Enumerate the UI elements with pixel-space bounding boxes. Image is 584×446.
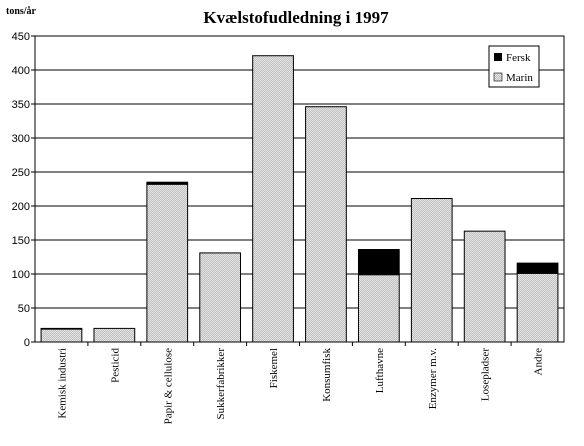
x-category-label: Andre	[533, 348, 545, 376]
x-category-label: Fiskemel	[268, 348, 280, 388]
gridlines	[35, 69, 564, 309]
bar-marin	[516, 272, 559, 343]
y-tick-label: 450	[12, 31, 30, 43]
x-category-label: Lufthavne	[374, 348, 386, 393]
x-category-label: Papir & cellulose	[162, 348, 174, 424]
bar-marin	[463, 230, 506, 343]
legend-swatch-fersk	[494, 53, 502, 61]
legend-label-marin: Marin	[506, 72, 533, 84]
y-tick-label: 350	[12, 99, 30, 111]
chart-title: Kvælstofudledning i 1997	[203, 8, 389, 27]
y-tick-label: 50	[18, 303, 30, 315]
bar-fersk	[516, 262, 559, 274]
y-axis-unit: tons/år	[6, 6, 37, 17]
bar-fersk	[146, 181, 189, 185]
bar-marin	[357, 274, 400, 343]
y-axis-ticks: 0 50 100 150 200 250 300 350 400 450	[12, 31, 35, 349]
bars	[40, 55, 559, 343]
y-tick-label: 0	[24, 337, 30, 349]
legend-label-fersk: Fersk	[506, 52, 531, 64]
y-tick-label: 150	[12, 235, 30, 247]
x-category-label: Kemisk industri	[56, 348, 68, 419]
y-tick-label: 100	[12, 269, 30, 281]
y-tick-label: 400	[12, 65, 30, 77]
bar-marin	[93, 327, 136, 343]
bar-marin	[252, 55, 294, 343]
y-tick-label: 300	[12, 133, 30, 145]
bar-marin	[199, 252, 242, 343]
x-category-label: Sukkerfabrikker	[215, 348, 227, 420]
x-category-label: Losepladser	[480, 348, 492, 401]
y-tick-label: 200	[12, 201, 30, 213]
x-category-label: Enzymer m.v.	[427, 348, 439, 410]
legend: Fersk Marin	[488, 45, 540, 88]
bar-marin	[410, 198, 453, 343]
bar-marin	[146, 183, 189, 343]
x-category-label: Pesticid	[109, 348, 121, 383]
legend-swatch-marin	[493, 72, 503, 82]
bar-fersk	[40, 327, 83, 330]
bar-marin	[305, 106, 347, 343]
x-axis-categories: Kemisk industri Pesticid Papir & cellulose…	[56, 342, 545, 424]
bar-fersk	[357, 249, 400, 276]
y-tick-label: 250	[12, 167, 30, 179]
x-category-label: Konsumfisk	[321, 348, 333, 402]
bar-marin	[40, 328, 83, 343]
